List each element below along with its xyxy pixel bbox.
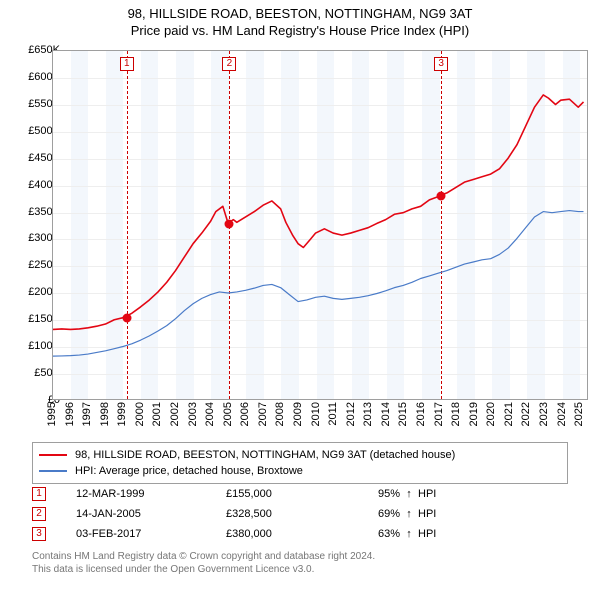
sales-table: 112-MAR-1999£155,00095%↑HPI214-JAN-2005£…	[32, 484, 568, 544]
sales-cell-date: 12-MAR-1999	[76, 488, 226, 500]
x-tick-label: 2016	[415, 402, 427, 426]
footer-line-1: Contains HM Land Registry data © Crown c…	[32, 550, 568, 563]
footer-line-2: This data is licensed under the Open Gov…	[32, 563, 568, 576]
legend: 98, HILLSIDE ROAD, BEESTON, NOTTINGHAM, …	[32, 442, 568, 484]
x-tick-label: 2006	[239, 402, 251, 426]
sales-cell-box: 2	[32, 507, 76, 521]
x-tick-label: 2010	[310, 402, 322, 426]
sales-cell-date: 03-FEB-2017	[76, 528, 226, 540]
x-tick-label: 2017	[433, 402, 445, 426]
legend-label-price: 98, HILLSIDE ROAD, BEESTON, NOTTINGHAM, …	[75, 449, 455, 461]
x-tick-label: 2005	[222, 402, 234, 426]
x-tick-label: 1995	[46, 402, 58, 426]
up-arrow-icon: ↑	[400, 528, 418, 540]
sales-cell-price: £155,000	[226, 488, 356, 500]
x-tick-label: 2013	[362, 402, 374, 426]
x-tick-label: 2022	[520, 402, 532, 426]
legend-row-price: 98, HILLSIDE ROAD, BEESTON, NOTTINGHAM, …	[39, 447, 561, 463]
x-tick-label: 2011	[327, 402, 339, 426]
x-tick-label: 2009	[292, 402, 304, 426]
x-tick-label: 2019	[468, 402, 480, 426]
x-tick-label: 2003	[187, 402, 199, 426]
sales-cell-price: £328,500	[226, 508, 356, 520]
x-tick-label: 1998	[99, 402, 111, 426]
sales-cell-pct: 63%	[356, 528, 400, 540]
sale-number-box: 2	[32, 507, 46, 521]
sales-cell-box: 3	[32, 527, 76, 541]
series-line-price_paid	[53, 95, 584, 329]
x-tick-label: 2008	[274, 402, 286, 426]
sales-cell-pct: 95%	[356, 488, 400, 500]
sales-cell-vs: HPI	[418, 508, 568, 520]
footer: Contains HM Land Registry data © Crown c…	[32, 550, 568, 576]
x-tick-label: 2025	[573, 402, 585, 426]
x-tick-label: 2002	[169, 402, 181, 426]
sale-number-box: 3	[32, 527, 46, 541]
x-tick-label: 2021	[503, 402, 515, 426]
sales-row: 1 12-MAR-1999£155,00095%↑HPI	[32, 484, 568, 504]
legend-label-hpi: HPI: Average price, detached house, Brox…	[75, 465, 303, 477]
sales-cell-vs: HPI	[418, 488, 568, 500]
x-tick-label: 2004	[204, 402, 216, 426]
sales-cell-pct: 69%	[356, 508, 400, 520]
up-arrow-icon: ↑	[400, 508, 418, 520]
x-tick-label: 1997	[81, 402, 93, 426]
x-tick-label: 2014	[380, 402, 392, 426]
x-tick-label: 2020	[485, 402, 497, 426]
x-tick-label: 1999	[116, 402, 128, 426]
legend-swatch-price	[39, 454, 67, 456]
x-tick-label: 1996	[64, 402, 76, 426]
legend-swatch-hpi	[39, 470, 67, 472]
title-block: 98, HILLSIDE ROAD, BEESTON, NOTTINGHAM, …	[0, 0, 600, 42]
sale-number-box: 1	[32, 487, 46, 501]
sales-cell-box: 1	[32, 487, 76, 501]
title-line-2: Price paid vs. HM Land Registry's House …	[0, 23, 600, 40]
legend-row-hpi: HPI: Average price, detached house, Brox…	[39, 463, 561, 479]
sales-row: 3 03-FEB-2017£380,00063%↑HPI	[32, 524, 568, 544]
sales-cell-date: 14-JAN-2005	[76, 508, 226, 520]
sales-cell-vs: HPI	[418, 528, 568, 540]
sales-cell-price: £380,000	[226, 528, 356, 540]
up-arrow-icon: ↑	[400, 488, 418, 500]
x-tick-label: 2012	[345, 402, 357, 426]
x-tick-label: 2000	[134, 402, 146, 426]
x-tick-label: 2018	[450, 402, 462, 426]
x-tick-label: 2023	[538, 402, 550, 426]
x-tick-label: 2024	[556, 402, 568, 426]
x-tick-label: 2007	[257, 402, 269, 426]
series-svg	[53, 51, 587, 399]
x-tick-label: 2001	[151, 402, 163, 426]
sales-row: 2 14-JAN-2005£328,50069%↑HPI	[32, 504, 568, 524]
chart-container: 98, HILLSIDE ROAD, BEESTON, NOTTINGHAM, …	[0, 0, 600, 590]
title-line-1: 98, HILLSIDE ROAD, BEESTON, NOTTINGHAM, …	[0, 6, 600, 23]
chart-plot-area: 123	[52, 50, 588, 400]
x-tick-label: 2015	[397, 402, 409, 426]
